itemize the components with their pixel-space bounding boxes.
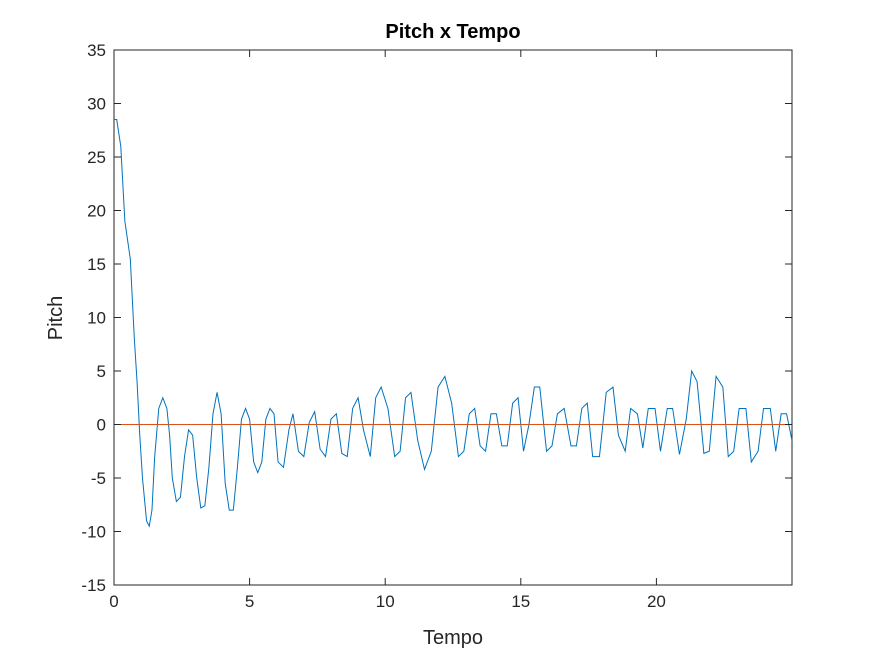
y-tick-label: -10: [81, 523, 106, 542]
y-axis-label: Pitch: [45, 296, 67, 340]
y-tick-label: 35: [87, 41, 106, 60]
x-tick-label: 5: [245, 592, 254, 611]
y-tick-label: -5: [91, 469, 106, 488]
y-tick-label: 20: [87, 202, 106, 221]
x-tick-label: 15: [511, 592, 530, 611]
y-tick-label: 5: [97, 362, 106, 381]
y-axis-ticks: -15 -10 -5 0 5 10 15 20 25 30 35: [81, 41, 792, 595]
series-layer: [114, 119, 793, 528]
plot-area: 0 5 10 15 20 -15 -10 -5 0 5 10 15 20 25 30 35: [81, 41, 793, 611]
y-tick-label: 0: [97, 416, 106, 435]
y-tick-label: 25: [87, 148, 106, 167]
axes-box: [113, 49, 793, 586]
y-tick-label: -15: [81, 576, 106, 595]
x-tick-label: 10: [376, 592, 395, 611]
y-tick-label: 30: [87, 95, 106, 114]
x-axis-ticks: 0 5 10 15 20: [109, 50, 666, 611]
x-tick-label: 20: [647, 592, 666, 611]
y-tick-label: 15: [87, 255, 106, 274]
x-axis-label: Tempo: [423, 627, 483, 649]
chart-title: Pitch x Tempo: [385, 21, 520, 43]
y-tick-label: 10: [87, 309, 106, 328]
x-tick-label: 0: [109, 592, 118, 611]
